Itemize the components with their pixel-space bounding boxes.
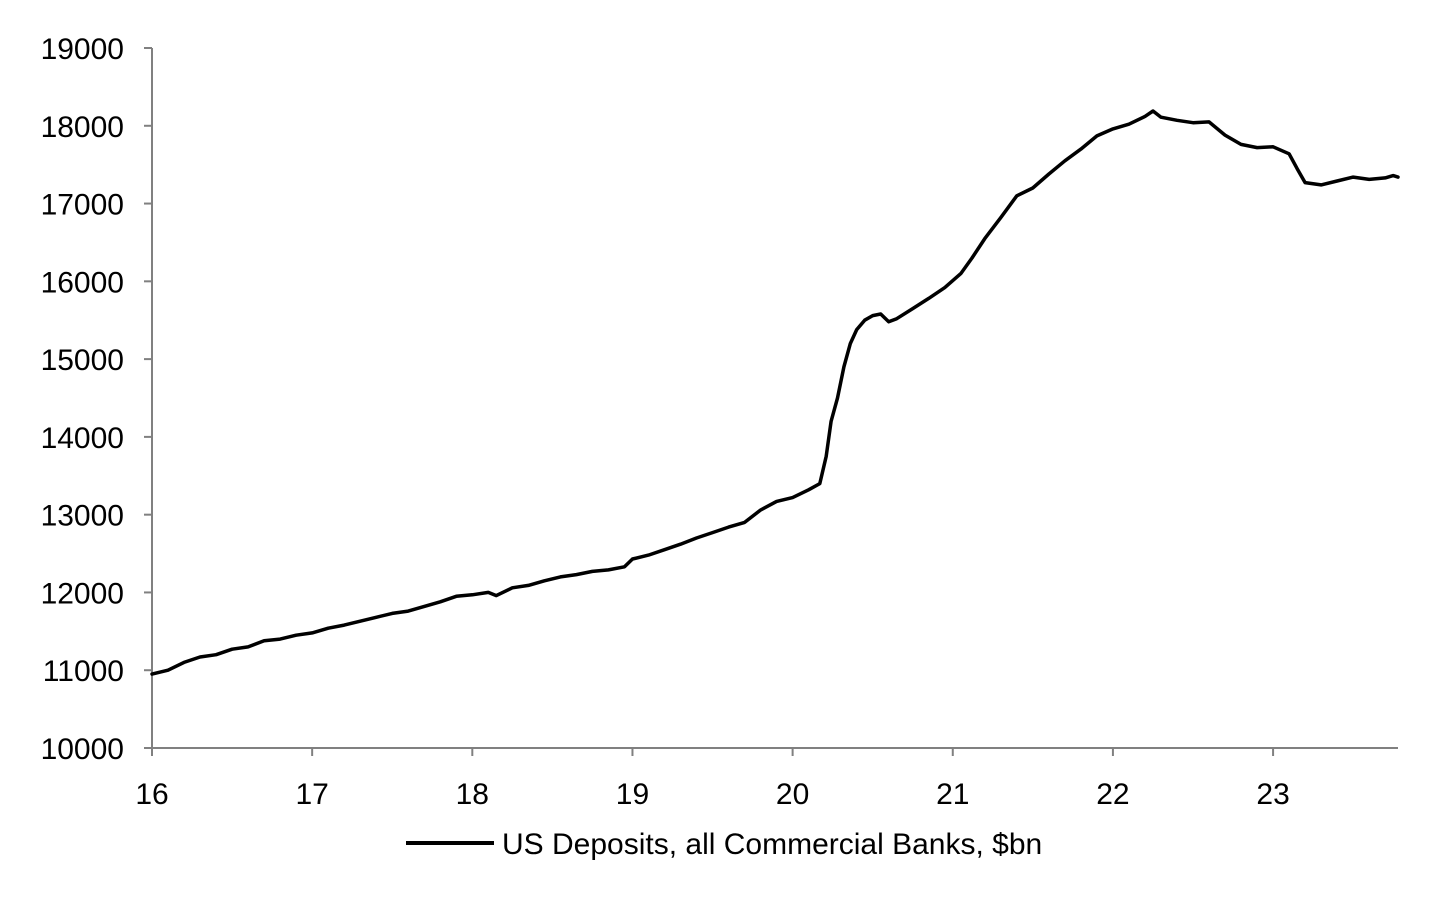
x-tick-label: 16	[135, 778, 168, 811]
y-tick-label: 13000	[41, 500, 124, 533]
legend: US Deposits, all Commercial Banks, $bn	[406, 828, 1042, 861]
x-tick-label: 19	[616, 778, 649, 811]
x-tick-label: 22	[1096, 778, 1129, 811]
y-tick-label: 12000	[41, 577, 124, 610]
x-tick-label: 23	[1256, 778, 1289, 811]
series-layer	[150, 109, 1400, 676]
x-tick-label: 18	[456, 778, 489, 811]
y-tick-label: 17000	[41, 189, 124, 222]
y-tick-label: 10000	[41, 733, 124, 766]
y-tick-label: 18000	[41, 111, 124, 144]
series-line-deposits	[150, 109, 1400, 676]
x-tick-label: 17	[295, 778, 328, 811]
x-axis: 16 17 18 19 20 21 22 23	[135, 747, 1398, 811]
y-tick-label: 15000	[41, 344, 124, 377]
y-tick-label: 19000	[41, 33, 124, 66]
y-tick-label: 14000	[41, 422, 124, 455]
y-tick-label: 11000	[43, 655, 124, 688]
legend-label: US Deposits, all Commercial Banks, $bn	[502, 828, 1042, 861]
x-tick-label: 20	[776, 778, 809, 811]
y-tick-label: 16000	[41, 266, 124, 299]
y-axis: 10000 11000 12000 13000 14000 15000 16000 17000…	[41, 33, 153, 766]
x-tick-label: 21	[936, 778, 969, 811]
